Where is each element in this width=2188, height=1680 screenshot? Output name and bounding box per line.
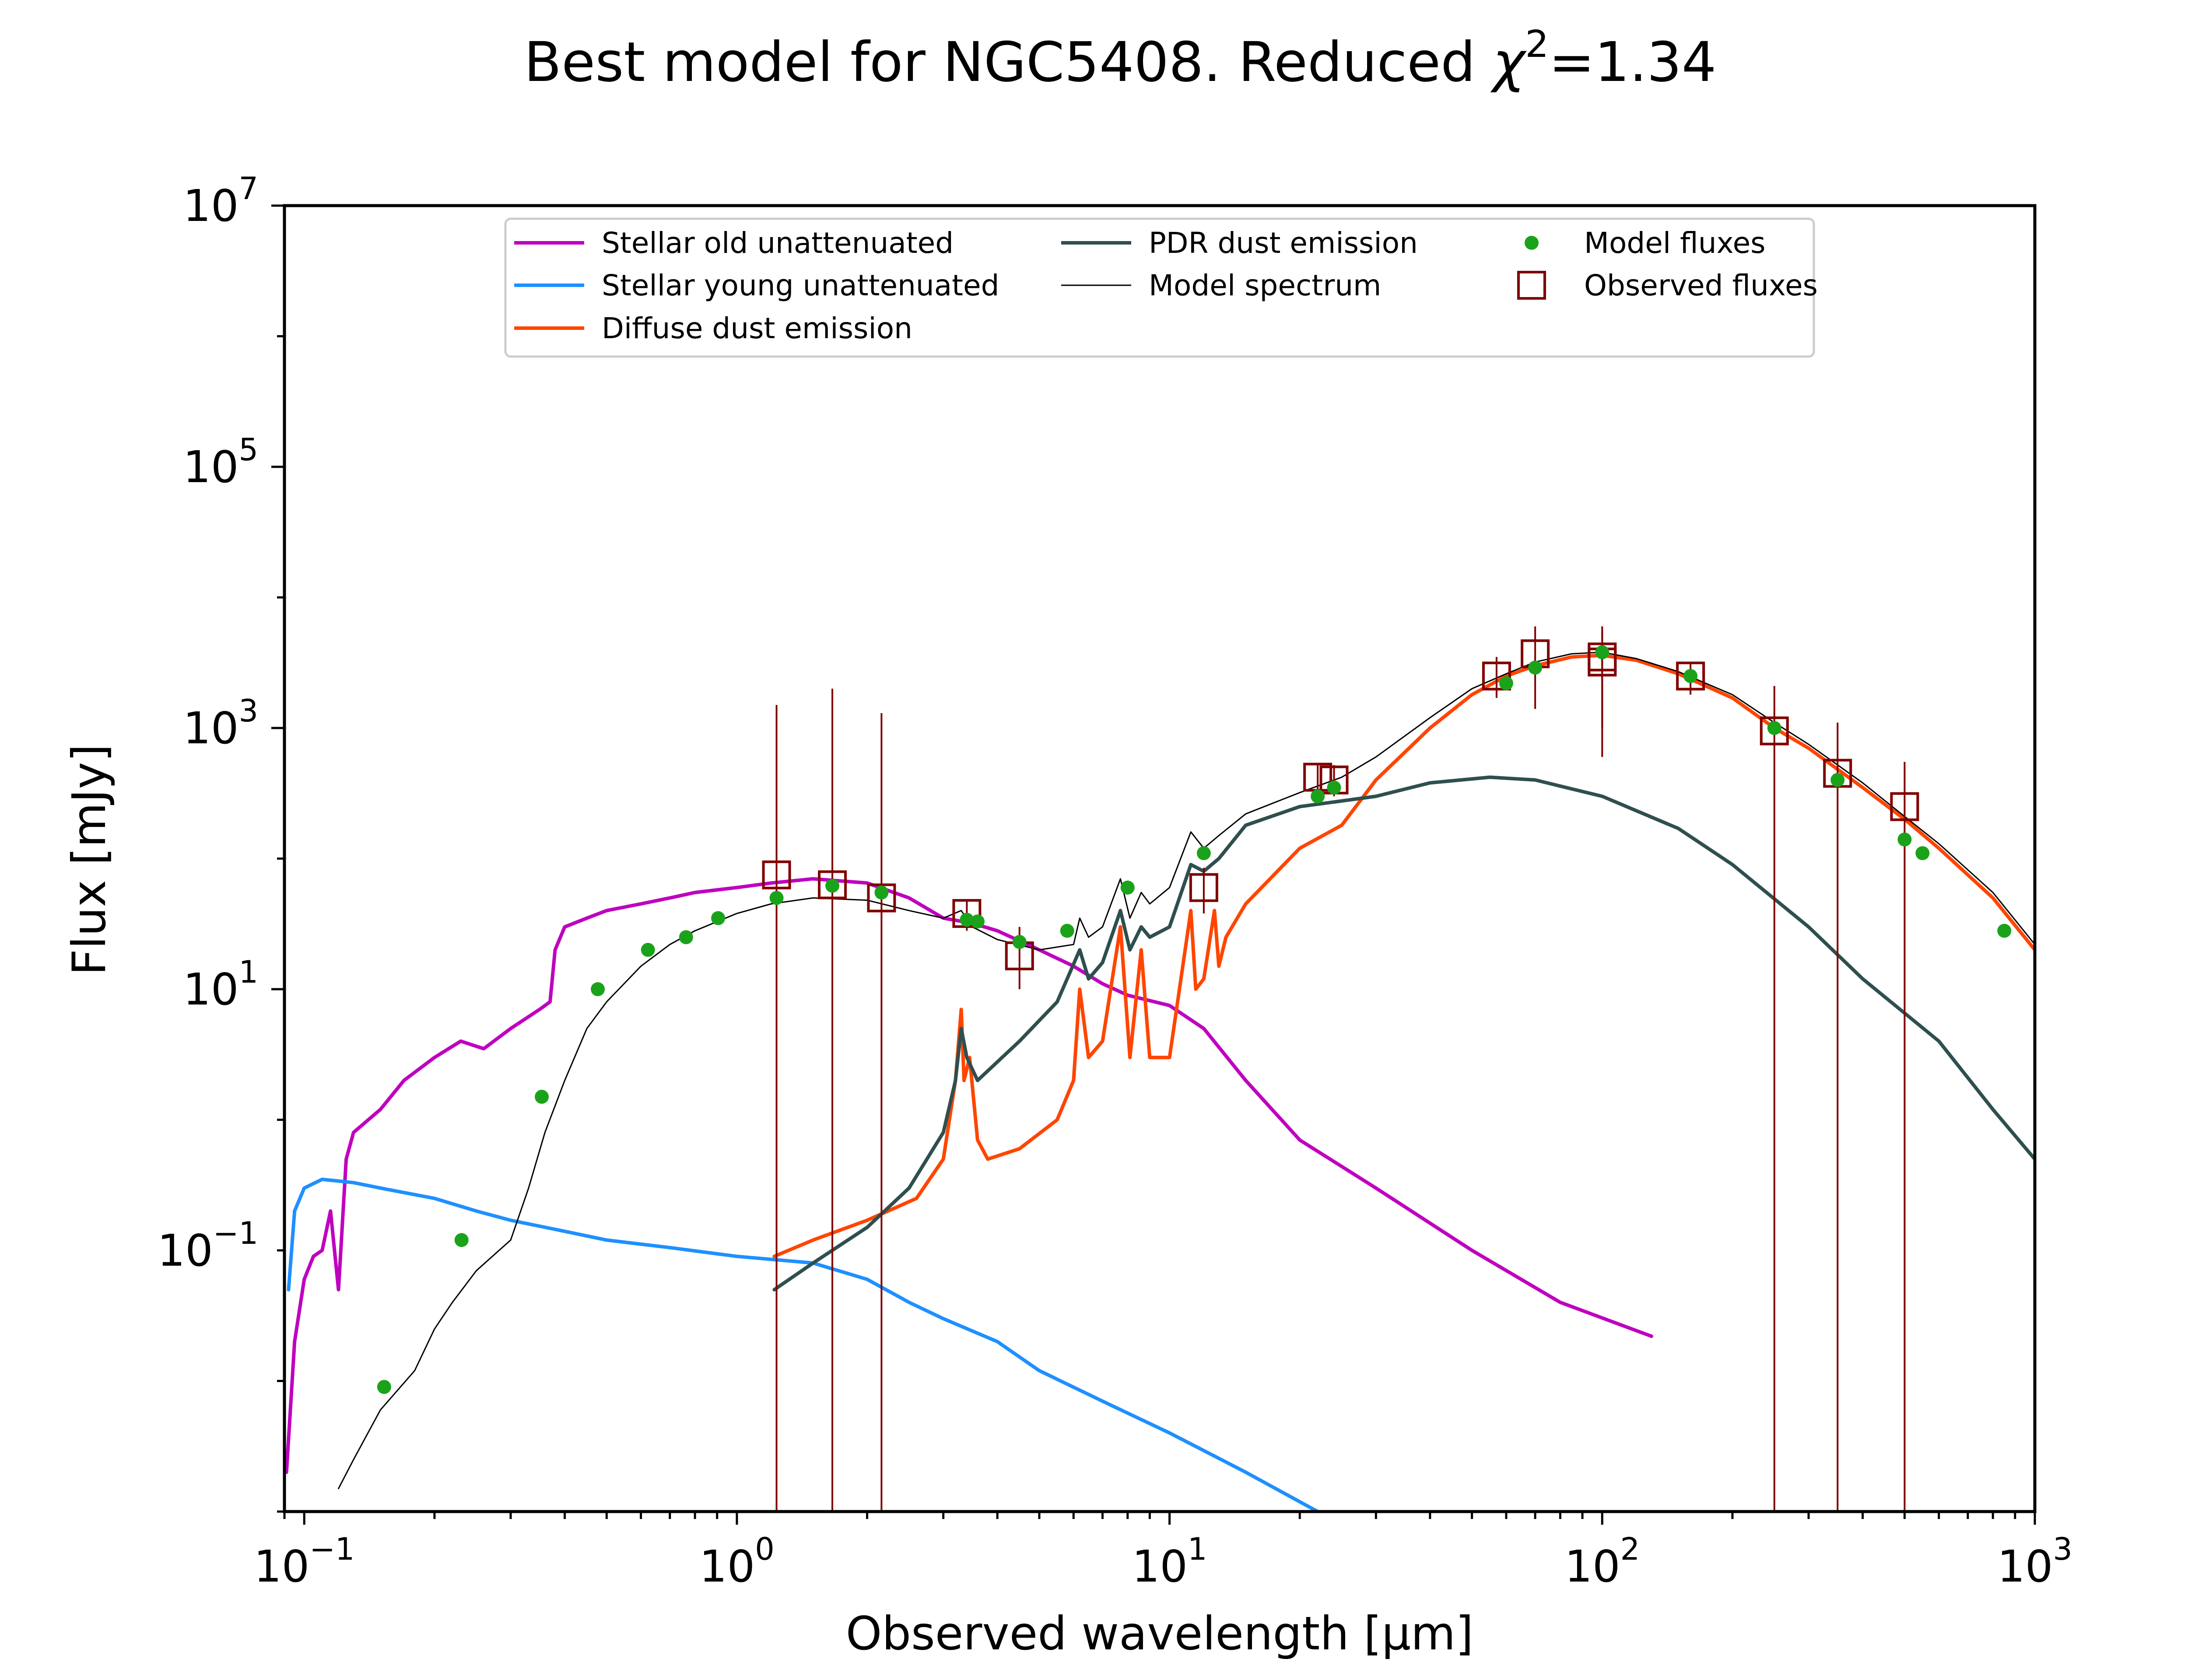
legend-swatch-model-fluxes [1525, 236, 1539, 250]
chart-title: Best model for NGC5408. Reduced χ2=1.34 [524, 23, 1717, 94]
model-flux-point [970, 914, 985, 929]
model-flux-point [1767, 721, 1781, 735]
x-tick-label: 103 [1997, 1531, 2072, 1592]
observed-flux-marker [867, 883, 896, 913]
x-tick-label: 100 [699, 1531, 775, 1592]
model-flux-point [1915, 846, 1930, 861]
model-flux-point [641, 943, 655, 957]
y-tick-label: 101 [183, 954, 258, 1015]
errorbar-layer [775, 626, 1906, 1512]
observed-flux-marker [1482, 662, 1511, 691]
y-tick-label: 10−1 [158, 1215, 258, 1276]
y-tick-label: 105 [183, 432, 258, 493]
observed-flux-marker [1676, 662, 1705, 691]
series-line-pdr-dust-emission [772, 775, 2035, 1292]
x-tick-label: 10−1 [254, 1531, 354, 1592]
model-flux-point [1327, 780, 1341, 795]
model-flux-point [874, 886, 889, 900]
observed-flux-marker [1760, 716, 1789, 746]
model-flux-point [377, 1380, 391, 1394]
model-flux-point [769, 891, 784, 905]
x-tick-label: 101 [1132, 1531, 1207, 1592]
observed-flux-marker [818, 870, 847, 900]
model-flux-point [960, 913, 974, 927]
model-flux-point [1683, 669, 1698, 683]
model-flux-point [1897, 832, 1912, 847]
x-axis: 10−1 100 101 102 103 [254, 1512, 2072, 1592]
y-axis-label: Flux [mJy] [63, 744, 116, 976]
model-flux-point [679, 930, 693, 945]
legend-frame [504, 217, 1815, 358]
model-flux-point [1060, 924, 1074, 938]
model-flux-point [454, 1233, 469, 1247]
model-flux-point [1499, 676, 1513, 690]
legend-label-stellar-young-unattenuated: Stellar young unattenuated [602, 269, 999, 302]
model-flux-point [711, 911, 726, 925]
observed-flux-marker [1189, 873, 1218, 902]
series-line-stellar-old-unattenuated [284, 877, 1653, 1474]
model-flux-point [1595, 645, 1609, 659]
legend: Stellar old unattenuated Stellar young un… [504, 217, 1818, 358]
model-flux-point [1997, 924, 2012, 938]
series-line-stellar-young-unattenuated [287, 1177, 1320, 1512]
model-flux-point [535, 1089, 549, 1104]
model-flux-point [591, 982, 605, 996]
model-flux-point [1120, 880, 1135, 895]
marker-layer [377, 639, 2012, 1394]
legend-label-diffuse-dust-emission: Diffuse dust emission [602, 312, 912, 345]
observed-flux-marker [762, 860, 791, 889]
x-tick-label: 102 [1564, 1531, 1640, 1592]
model-flux-point [1528, 660, 1543, 675]
x-axis-label: Observed wavelength [μm] [846, 1607, 1474, 1660]
legend-label-pdr-dust-emission: PDR dust emission [1149, 226, 1418, 260]
observed-flux-marker [1890, 792, 1919, 821]
y-tick-label: 107 [183, 171, 258, 231]
y-axis: 10−1 101 103 105 107 [158, 171, 284, 1513]
legend-label-model-fluxes: Model fluxes [1584, 226, 1766, 260]
observed-flux-marker [1588, 642, 1617, 672]
y-tick-label: 103 [183, 693, 258, 754]
legend-label-stellar-old-unattenuated: Stellar old unattenuated [602, 226, 954, 260]
model-flux-point [1311, 789, 1325, 804]
model-flux-point [1830, 773, 1845, 787]
legend-label-observed-fluxes: Observed fluxes [1584, 269, 1818, 302]
legend-swatch-observed-fluxes [1517, 271, 1546, 300]
model-flux-point [825, 878, 840, 893]
model-flux-point [1012, 935, 1027, 949]
model-flux-point [1196, 846, 1211, 861]
series-line-model-spectrum [338, 651, 2035, 1489]
legend-label-model-spectrum: Model spectrum [1149, 269, 1381, 302]
